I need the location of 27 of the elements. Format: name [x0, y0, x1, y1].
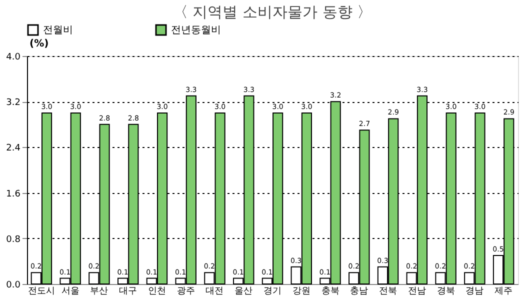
y-tick-label: 2.4: [6, 144, 21, 154]
y-tick-label: 3.2: [6, 98, 20, 108]
x-tick-label: 서울: [61, 286, 80, 296]
x-tick-label: 대전: [206, 286, 224, 296]
x-tick-label: 전남: [408, 286, 426, 296]
x-tick-label: 제주: [494, 286, 513, 296]
y-tick-label: 0.8: [6, 234, 21, 245]
x-tick-label: 울산: [234, 286, 253, 296]
x-tick-label: 경기: [264, 286, 282, 296]
x-tick-label: 강원: [292, 286, 310, 296]
x-tick-label: 경남: [466, 286, 484, 296]
x-tick-label: 대구: [119, 286, 138, 296]
x-tick-label: 충남: [350, 286, 368, 296]
legend-label: 전년동월비: [171, 25, 221, 36]
x-tick-label: 충북: [321, 286, 340, 296]
y-tick-label: 4.0: [6, 52, 21, 62]
y-tick-label: 1.6: [6, 189, 21, 200]
x-tick-label: 경북: [436, 286, 455, 296]
y-tick-label: 0.0: [6, 280, 21, 290]
x-tick-label: 인천: [148, 286, 166, 296]
y-axis-title: (%): [30, 38, 49, 50]
x-tick-label: 전북: [379, 286, 398, 296]
x-tick-label: 부산: [90, 286, 108, 296]
x-tick-label: 광주: [176, 286, 195, 296]
legend-label: 전월비: [43, 25, 73, 36]
x-tick-label: 전도시: [28, 286, 55, 296]
chart-title: 〈 지역별 소비자물가 동향 〉: [172, 3, 372, 21]
